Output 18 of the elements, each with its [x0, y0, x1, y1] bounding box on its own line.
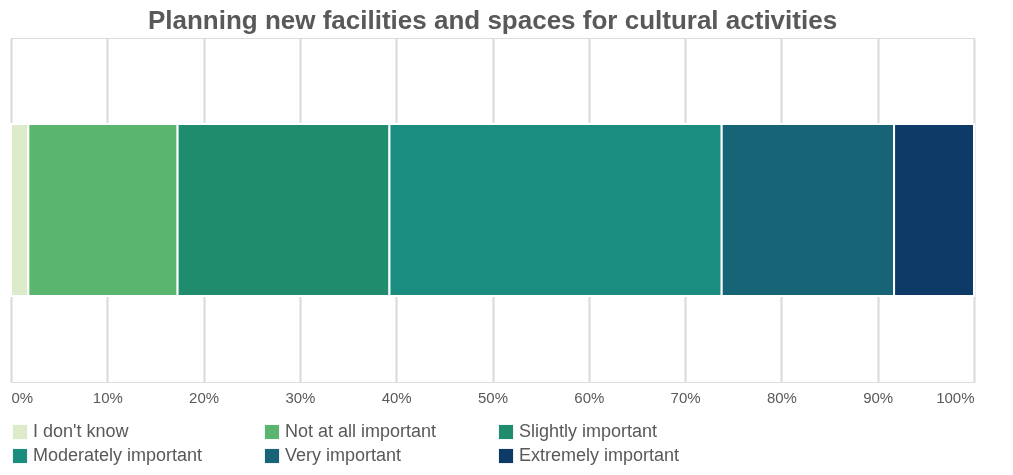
x-tick-label: 0%: [11, 388, 34, 406]
legend-label: Not at all important: [285, 421, 437, 441]
legend-label: Slightly important: [519, 421, 658, 441]
x-tick-label: 20%: [189, 388, 220, 406]
x-tick-label: 40%: [381, 388, 412, 406]
x-tick-label: 100%: [936, 388, 975, 406]
x-tick-label: 70%: [670, 388, 701, 406]
legend-label: I don't know: [33, 421, 130, 441]
x-tick-label: 60%: [574, 388, 605, 406]
legend-label: Moderately important: [33, 445, 203, 465]
x-tick-label: 10%: [92, 388, 123, 406]
x-tick-label: 30%: [285, 388, 316, 406]
legend-label: Very important: [285, 445, 402, 465]
x-tick-label: 50%: [477, 388, 509, 406]
x-tick-label: 90%: [863, 388, 894, 406]
chart-title: Planning new facilities and spaces for cultural activities: [147, 5, 838, 35]
legend-label: Extremely important: [519, 445, 680, 465]
x-tick-label: 80%: [766, 388, 797, 406]
